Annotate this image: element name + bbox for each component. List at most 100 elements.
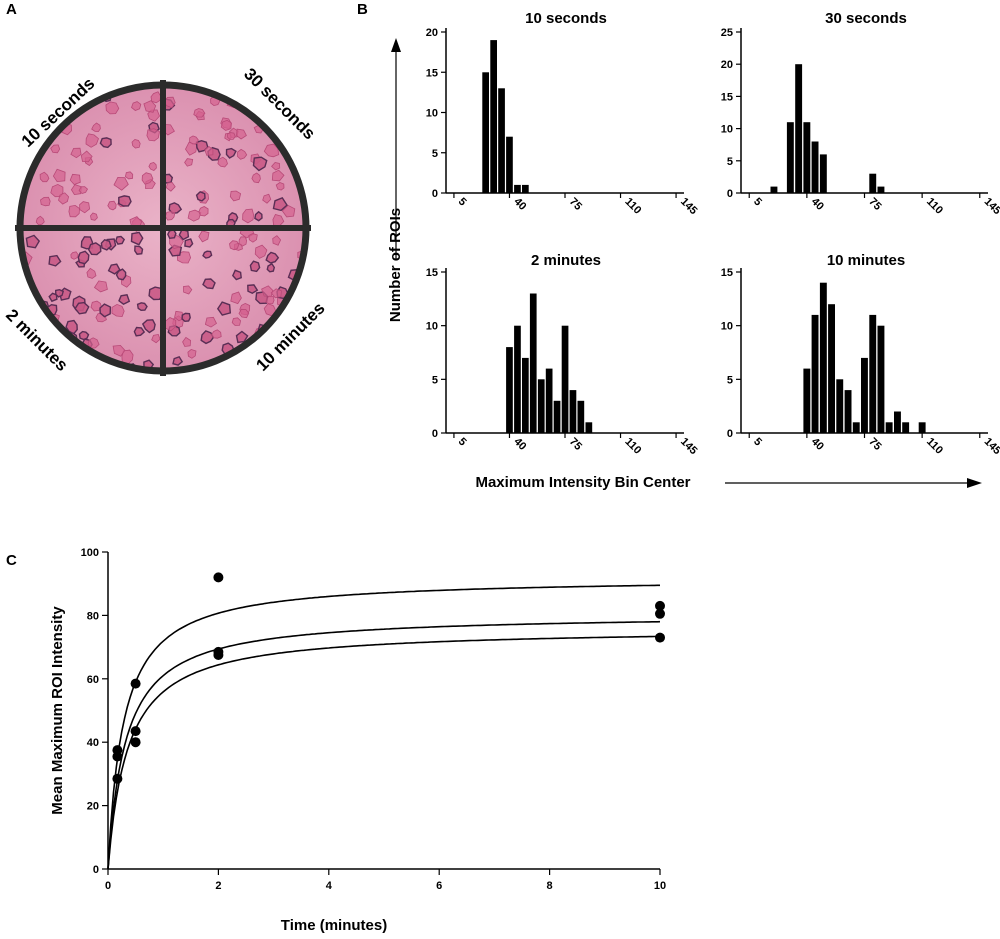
- cell-0-35: [68, 204, 80, 218]
- y-tick-label: 0: [727, 188, 733, 200]
- cell-0-1: [124, 171, 134, 180]
- y-tick-label: 0: [432, 428, 438, 440]
- cell-3-36: [230, 291, 242, 305]
- histogram-bar: [894, 411, 901, 433]
- histogram-bar: [577, 400, 585, 433]
- x-tick-label: 8: [547, 880, 553, 892]
- fit-curve-lower: [107, 635, 660, 870]
- cell-2-15: [79, 361, 90, 371]
- data-point: [112, 773, 123, 784]
- cell-3-34: [265, 295, 275, 305]
- histogram-x-label: Maximum Intensity Bin Center: [475, 474, 690, 491]
- x-tick-label: 5: [751, 436, 764, 449]
- cell-0-39: [50, 144, 61, 154]
- cell-1-29: [252, 156, 268, 172]
- histogram-bar: [514, 325, 521, 433]
- histogram-bar: [869, 173, 877, 193]
- y-tick-label: 5: [727, 374, 733, 386]
- cell-2-34: [115, 268, 127, 281]
- data-point: [655, 608, 665, 619]
- histogram-bar: [506, 347, 513, 433]
- cell-3-2: [202, 278, 216, 290]
- histogram-10-seconds: 10 seconds 0 5 10 15 20 5 40 75 110 145: [426, 10, 700, 217]
- cell-1-14: [289, 141, 301, 153]
- cell-3-49: [229, 240, 240, 251]
- cell-2-30: [134, 245, 144, 255]
- y-tick-label: 10: [721, 124, 733, 136]
- cell-1-39: [251, 172, 261, 184]
- cell-2-7: [70, 370, 82, 371]
- cell-1-47: [217, 156, 228, 168]
- cell-1-55: [165, 181, 176, 192]
- cell-2-45: [104, 365, 117, 371]
- x-tick-label: 110: [924, 196, 945, 217]
- x-tick-label: 2: [215, 880, 221, 892]
- y-tick-label: 20: [721, 59, 733, 71]
- cell-0-53: [35, 215, 45, 226]
- cell-3-54: [168, 244, 183, 257]
- histogram-30-seconds: 30 seconds 0 5 10 15 20 25 5 40 75 110 145: [721, 10, 1000, 217]
- y-tick-label: 10: [426, 321, 438, 333]
- cell-3-66: [172, 355, 184, 366]
- histogram-bar: [498, 88, 505, 193]
- x-tick-label: 10: [654, 880, 666, 892]
- cell-1-34: [184, 158, 194, 167]
- x-tick-label: 40: [511, 196, 528, 213]
- cell-0-18: [131, 101, 142, 111]
- cell-3-64: [279, 364, 294, 371]
- cell-1-2: [185, 141, 198, 156]
- cell-0-57: [40, 196, 51, 207]
- cell-0-30: [90, 212, 98, 221]
- cell-2-51: [93, 280, 108, 293]
- cell-0-41: [39, 171, 50, 183]
- cell-0-45: [39, 86, 50, 95]
- y-tick-label: 15: [426, 267, 438, 279]
- cell-0-48: [113, 176, 129, 191]
- histogram-bar: [811, 314, 819, 433]
- data-point: [130, 737, 141, 748]
- histogram-10-minutes: 10 minutes 0 5 10 15 5 40 75 110 145: [721, 252, 1000, 457]
- cell-2-59: [99, 303, 112, 318]
- x-tick-label: 40: [511, 436, 528, 453]
- cell-0-8: [79, 201, 91, 214]
- cell-2-21: [77, 250, 90, 265]
- cell-3-12: [254, 244, 268, 259]
- data-point: [130, 726, 141, 737]
- cell-1-19: [187, 209, 202, 222]
- cell-1-30: [262, 193, 272, 204]
- y-tick-label: 25: [721, 27, 733, 39]
- x-tick-label: 0: [105, 880, 111, 892]
- cell-0-31: [58, 192, 70, 205]
- histogram-bar: [569, 390, 577, 433]
- scatter-intensity-vs-time: 0 20 40 60 80 100 0 2 4 6 8 10 Time (minutes) Mean Ma…: [49, 547, 666, 934]
- data-point: [655, 600, 665, 611]
- cell-1-54: [225, 147, 237, 159]
- y-tick-label: 40: [87, 737, 99, 749]
- cell-0-7: [69, 173, 81, 185]
- y-arrow-head: [391, 38, 401, 52]
- cell-3-32: [270, 288, 282, 299]
- histogram-bar: [522, 357, 529, 433]
- y-tick-label: 20: [87, 801, 99, 813]
- data-point: [213, 650, 224, 660]
- cell-2-31: [70, 251, 79, 260]
- histogram-bar: [803, 122, 811, 193]
- cell-1-38: [204, 145, 214, 156]
- cell-0-50: [80, 150, 93, 163]
- cell-0-49: [52, 168, 66, 183]
- histogram-bar: [819, 154, 827, 193]
- y-tick-label: 0: [432, 188, 438, 200]
- x-tick-label: 40: [809, 436, 826, 453]
- x-tick-label: 6: [436, 880, 442, 892]
- cell-1-53: [227, 132, 236, 140]
- cell-1-57: [189, 135, 199, 145]
- cell-0-33: [78, 186, 89, 194]
- histogram-bar: [918, 422, 926, 433]
- y-tick-label: 15: [721, 267, 733, 279]
- cell-1-31: [271, 162, 281, 171]
- cell-3-59: [181, 312, 191, 323]
- cell-2-25: [118, 294, 131, 306]
- x-tick-label: 145: [678, 436, 699, 457]
- histogram-bar: [522, 184, 529, 193]
- cell-0-21: [146, 128, 160, 142]
